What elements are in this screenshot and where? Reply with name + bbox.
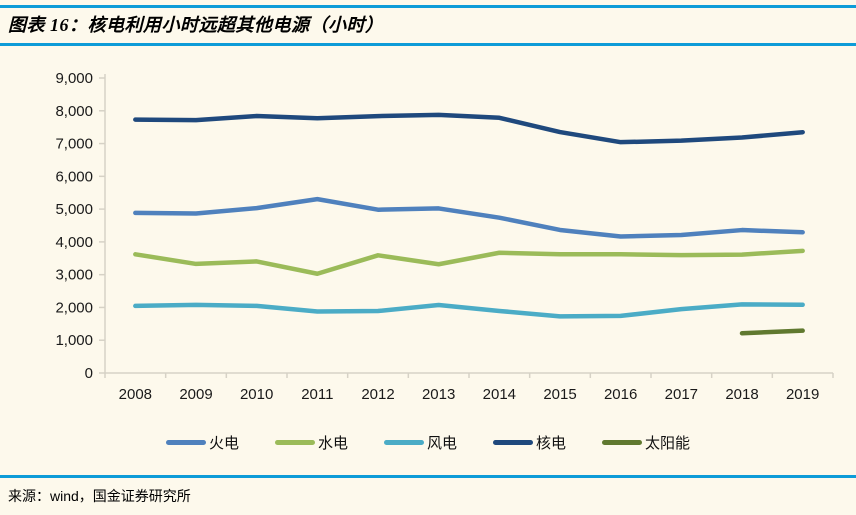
title-bottom-rule (0, 43, 856, 46)
series-wind-line (133, 302, 805, 319)
series-hydro-line (133, 248, 805, 276)
series-thermal-line (133, 196, 805, 239)
x-tick-label: 2015 (543, 386, 576, 403)
y-tick-label: 2,000 (55, 299, 93, 316)
x-tick-label: 2011 (301, 386, 333, 403)
x-tick-label: 2008 (119, 386, 152, 403)
legend-label-solar: 太阳能 (645, 435, 691, 452)
y-tick-label: 7,000 (55, 136, 93, 153)
x-tick-label: 2017 (665, 386, 698, 403)
chart-legend: 火电 水电 风电 核电 太阳能 (0, 432, 856, 453)
legend-label-hydro: 水电 (317, 435, 348, 452)
legend-swatch-nuclear (493, 440, 533, 445)
figure-header: 图表 16：核电利用小时远超其他电源（小时） (0, 5, 856, 46)
x-tick-label: 2013 (422, 386, 455, 403)
source-line: 来源：wind，国金证券研究所 (8, 488, 191, 504)
x-tick-label: 2009 (179, 386, 212, 403)
y-tick-label: 4,000 (55, 234, 93, 251)
line-chart: 0 1,000 2,000 3,000 4,000 5,000 6,000 7,000 8,00… (0, 46, 856, 416)
x-tick-label: 2018 (725, 386, 758, 403)
x-tick-label: 2010 (240, 386, 273, 403)
series-solar-line (739, 328, 805, 336)
legend-label-nuclear: 核电 (536, 435, 567, 452)
y-tick-label: 8,000 (55, 103, 93, 120)
figure-title: 图表 16：核电利用小时远超其他电源（小时） (8, 15, 384, 35)
y-axis: 0 1,000 2,000 3,000 4,000 5,000 6,000 7,000 8,00… (55, 70, 106, 382)
legend-item-nuclear: 核电 (493, 432, 566, 453)
y-tick-label: 9,000 (55, 70, 93, 87)
y-tick-label: 0 (85, 365, 93, 382)
y-tick-label: 1,000 (55, 332, 93, 349)
y-tick-label: 5,000 (55, 201, 93, 218)
series-nuclear-line (133, 112, 805, 145)
x-tick-label: 2014 (483, 386, 516, 403)
legend-label-wind: 风电 (426, 435, 457, 452)
legend-swatch-thermal (165, 440, 206, 445)
legend-swatch-hydro (274, 440, 315, 445)
legend-label-thermal: 火电 (208, 435, 239, 452)
footer-rule (0, 475, 856, 478)
legend-swatch-solar (602, 440, 643, 445)
legend-item-solar: 太阳能 (602, 432, 690, 453)
top-rule (0, 5, 856, 8)
legend-item-hydro: 水电 (274, 432, 348, 453)
legend-item-thermal: 火电 (165, 432, 239, 453)
y-tick-label: 6,000 (55, 168, 93, 185)
legend-swatch-wind (383, 440, 424, 445)
legend-item-wind: 风电 (383, 432, 457, 453)
x-tick-label: 2016 (604, 386, 637, 403)
x-tick-label: 2012 (361, 386, 394, 403)
x-axis: 2008 2009 2010 2011 2012 2013 2014 2015 2016 2017… (104, 372, 834, 403)
y-tick-label: 3,000 (55, 267, 93, 284)
x-tick-label: 2019 (786, 386, 819, 403)
